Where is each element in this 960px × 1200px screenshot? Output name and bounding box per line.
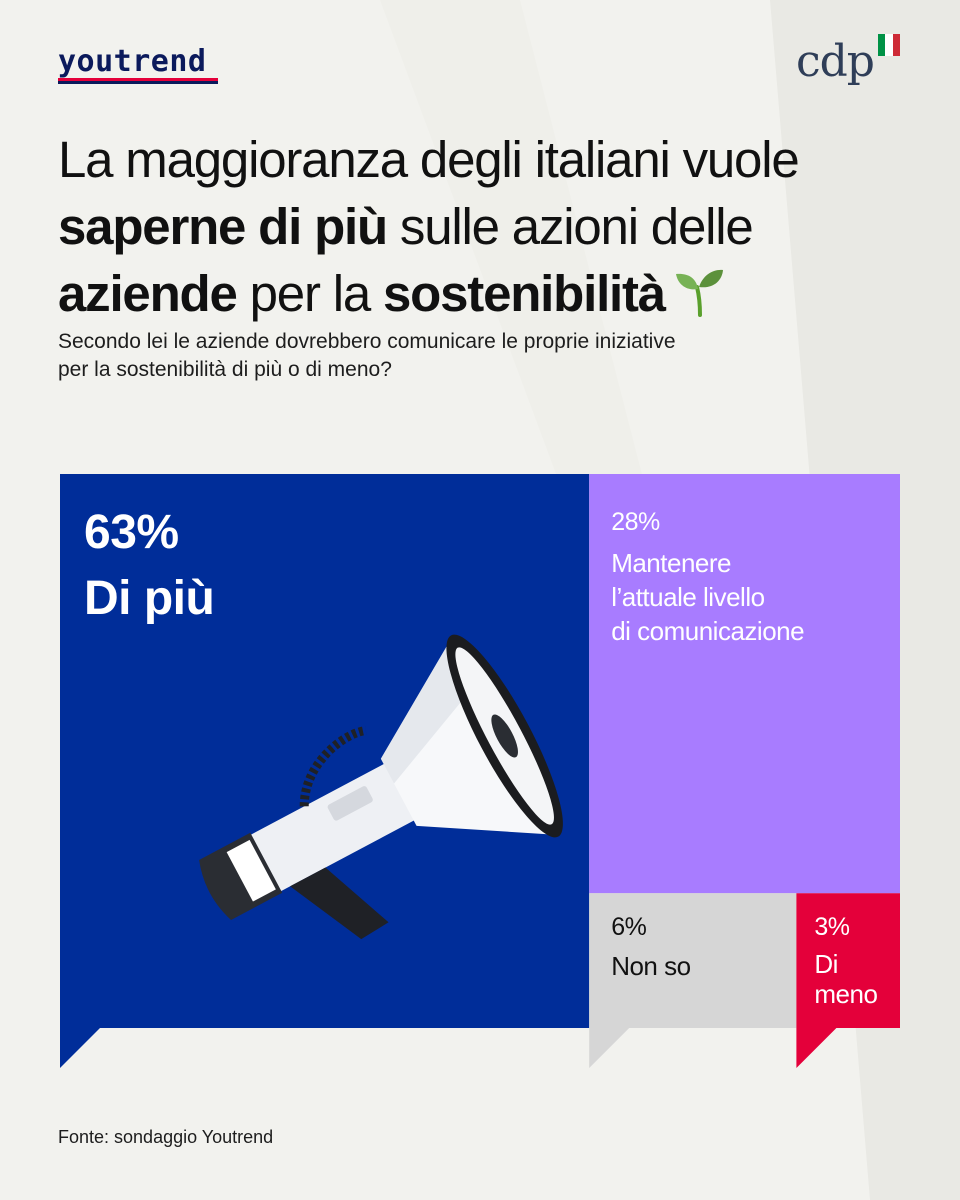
page-title: La maggioranza degli italiani vuole sape… xyxy=(58,126,918,327)
youtrend-logo-underline xyxy=(58,78,218,84)
italian-flag-icon xyxy=(878,34,900,56)
title-line-3: aziende per la sostenibilità xyxy=(58,260,918,327)
data-label-value-meno: 3% xyxy=(814,913,849,941)
title-bold-3: sostenibilità xyxy=(383,265,666,322)
subtitle-line-1: Secondo lei le aziende dovrebbero comuni… xyxy=(58,330,676,353)
title-bold-1: saperne di più xyxy=(58,198,388,255)
data-label-mantenere: di comunicazione xyxy=(611,616,804,646)
data-label-piu: Di più xyxy=(84,572,214,625)
title-text-1: La maggioranza degli italiani vuole xyxy=(58,131,800,188)
data-label-value-piu: 63% xyxy=(84,506,179,559)
data-label-nonso: Non so xyxy=(611,951,690,981)
flag-red xyxy=(892,34,900,56)
title-text-2: sulle azioni delle xyxy=(386,198,754,255)
subtitle-line-2: per la sostenibilità di più o di meno? xyxy=(58,358,392,381)
youtrend-logo: youtrend xyxy=(58,44,207,79)
title-line-2: saperne di più sulle azioni delle xyxy=(58,193,918,260)
flag-white xyxy=(885,34,893,56)
subtitle: Secondo lei le aziende dovrebbero comuni… xyxy=(58,328,878,384)
title-bold-2: aziende xyxy=(58,265,238,322)
treemap-block-piu xyxy=(60,474,590,1068)
flag-green xyxy=(878,34,886,56)
source-note: Fonte: sondaggio Youtrend xyxy=(58,1127,274,1147)
data-label-value-nonso: 6% xyxy=(611,913,646,941)
data-label-meno: meno xyxy=(814,979,877,1009)
data-label-mantenere: l’attuale livello xyxy=(611,582,764,612)
title-text-3: per la xyxy=(236,265,383,322)
treemap-block-mantenere xyxy=(589,434,900,894)
seedling-icon xyxy=(675,269,723,317)
data-label-value-mantenere: 28% xyxy=(611,508,660,536)
cdp-logo: cdp xyxy=(796,36,875,87)
treemap-block-meno xyxy=(796,893,900,1068)
title-line-1: La maggioranza degli italiani vuole xyxy=(58,126,918,193)
data-label-mantenere: Mantenere xyxy=(611,548,731,578)
megaphone-icon xyxy=(199,634,563,940)
treemap-block-nonso xyxy=(589,893,797,1068)
data-label-meno: Di xyxy=(814,949,838,979)
